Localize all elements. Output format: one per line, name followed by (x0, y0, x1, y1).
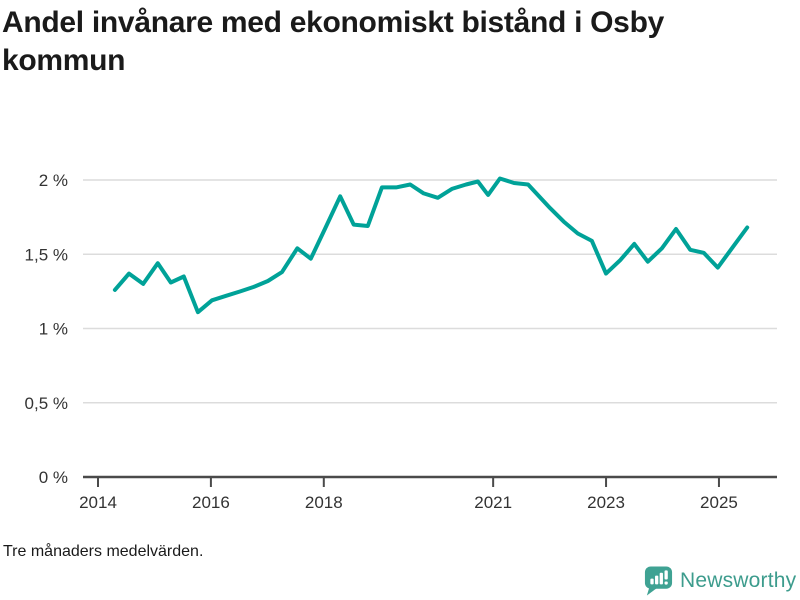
x-axis-label: 2021 (474, 493, 512, 512)
chart-title: Andel invånare med ekonomiskt bistånd i … (2, 4, 788, 80)
x-axis-label: 2025 (700, 493, 738, 512)
x-axis-label: 2014 (79, 493, 117, 512)
y-axis-label: 0,5 % (25, 394, 68, 413)
newsworthy-logo-text: Newsworthy (680, 569, 797, 592)
chart-footnote: Tre månaders medelvärden. (3, 543, 204, 560)
newsworthy-logo[interactable]: Newsworthy (643, 564, 796, 598)
y-axis-label: 1 % (39, 320, 68, 339)
y-axis-label: 1,5 % (25, 245, 68, 264)
x-axis-label: 2016 (192, 493, 230, 512)
y-axis-label: 2 % (39, 171, 68, 190)
data-line (112, 176, 750, 315)
y-axis-label: 0 % (39, 468, 68, 487)
x-axis-label: 2023 (587, 493, 625, 512)
chart-title-line2: kommun (2, 44, 126, 77)
chart-title-line1: Andel invånare med ekonomiskt bistånd i … (2, 6, 664, 39)
x-axis-label: 2018 (305, 493, 343, 512)
newsworthy-logo-icon (644, 566, 673, 596)
